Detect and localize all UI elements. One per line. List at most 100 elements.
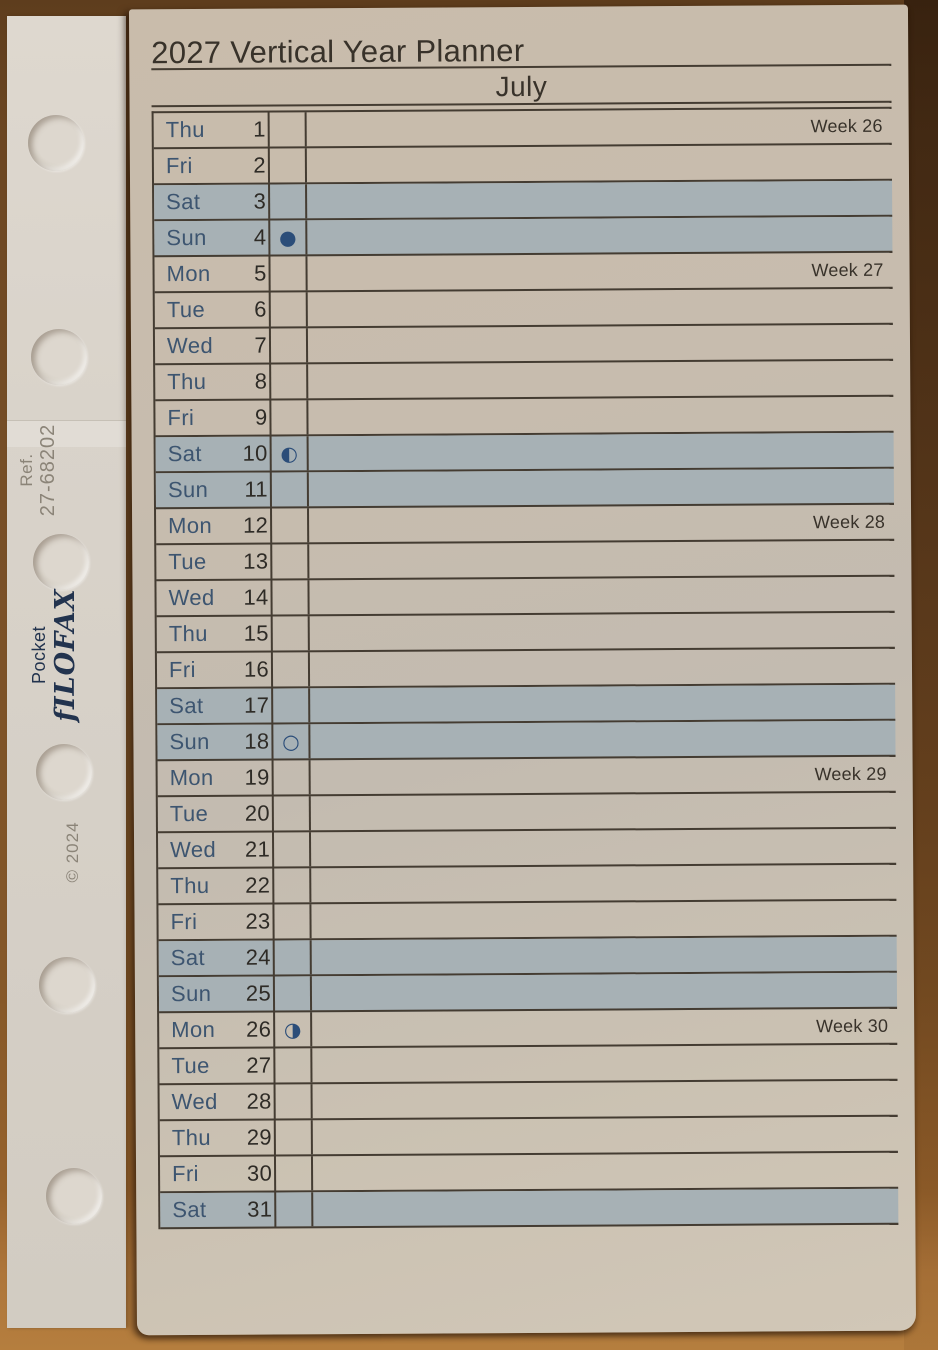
- moon-phase-icon: [268, 184, 306, 219]
- note-cell: [308, 684, 896, 723]
- punch-hole: [39, 957, 95, 1013]
- moon-phase-icon: [273, 1156, 312, 1191]
- note-cell: Week 26: [304, 108, 892, 147]
- note-cell: Week 27: [305, 252, 893, 291]
- day-name: Mon: [168, 512, 213, 539]
- day-number: 16: [243, 656, 270, 682]
- moon-phase-icon: [267, 148, 306, 183]
- day-number: 11: [244, 476, 268, 502]
- planner-row: Mon 12 Week 28: [156, 504, 895, 546]
- planner-row: Tue 13: [156, 540, 895, 582]
- day-number: 24: [245, 944, 271, 970]
- planner-row: Thu 8: [155, 360, 894, 402]
- day-number: 2: [253, 152, 266, 178]
- day-name: Thu: [171, 1124, 212, 1151]
- planner-page: 2027 Vertical Year Planner July Thu 1 We…: [128, 4, 917, 1336]
- moon-phase-icon: ○: [271, 724, 309, 759]
- note-cell: Week 29: [308, 756, 896, 795]
- planner-row: Tue 27: [159, 1044, 898, 1086]
- day-name: Sun: [166, 224, 207, 251]
- day-number: 25: [245, 980, 272, 1006]
- note-cell: [308, 792, 896, 831]
- day-number: 17: [244, 692, 270, 718]
- filofax-logo: fILOFAX: [50, 588, 81, 722]
- note-cell: [309, 900, 897, 939]
- week-number-label: Week 26: [810, 115, 883, 136]
- moon-phase-icon: [269, 364, 307, 399]
- moon-phase-icon: [267, 112, 305, 147]
- day-name: Mon: [169, 764, 214, 791]
- day-number: 5: [253, 260, 267, 286]
- day-number: 22: [245, 872, 271, 898]
- day-number: 9: [254, 404, 268, 430]
- moon-phase-icon: [268, 292, 306, 327]
- day-name: Sun: [167, 476, 209, 503]
- planner-row: Thu 29: [159, 1116, 898, 1158]
- note-cell: Week 28: [307, 504, 895, 543]
- day-name: Tue: [168, 548, 207, 575]
- moon-phase-icon: [268, 256, 306, 291]
- planner-row: Wed 14: [156, 576, 895, 618]
- day-name: Sun: [170, 980, 212, 1007]
- brand-text: Pocket fILOFAX: [29, 565, 129, 745]
- planner-row: Wed 28: [159, 1080, 898, 1122]
- ref-number: 27-68202: [37, 423, 59, 517]
- planner-row: Mon 5 Week 27: [154, 252, 893, 294]
- planner-row: Sun 25: [158, 972, 898, 1014]
- day-number: 10: [242, 440, 268, 466]
- day-number: 4: [253, 224, 267, 250]
- day-number: 27: [246, 1052, 272, 1078]
- moon-phase-icon: ●: [268, 220, 306, 255]
- day-name: Wed: [170, 836, 217, 863]
- day-number: 3: [253, 188, 267, 214]
- moon-phase-icon: [271, 688, 309, 723]
- day-name: Tue: [166, 296, 206, 323]
- week-number-label: Week 30: [816, 1015, 889, 1036]
- planner-row: Fri 16: [156, 648, 896, 690]
- note-cell: [309, 972, 898, 1011]
- planner-table: Thu 1 Week 26 Fri 2 Sat 3 Sun 4 ● Mon 5: [151, 106, 899, 1230]
- moon-phase-icon: [270, 580, 308, 615]
- day-number: 12: [242, 512, 269, 538]
- planner-row: Thu 22: [158, 864, 897, 906]
- planner-row: Sat 17: [157, 684, 896, 726]
- day-name: Mon: [171, 1016, 216, 1043]
- day-number: 28: [246, 1088, 272, 1114]
- week-number-label: Week 27: [811, 259, 884, 280]
- planner-row: Sat 31: [160, 1188, 899, 1230]
- moon-phase-icon: [271, 832, 310, 867]
- week-number-label: Week 28: [812, 511, 886, 532]
- note-cell: Week 30: [310, 1008, 898, 1047]
- planner-row: Fri 2: [153, 144, 893, 186]
- day-name: Sat: [167, 440, 202, 467]
- note-cell: [310, 1116, 898, 1155]
- planner-row: Tue 6: [154, 288, 893, 330]
- planner-row: Mon 26 ◑ Week 30: [159, 1008, 898, 1050]
- punch-hole: [28, 115, 84, 171]
- note-cell: [306, 396, 894, 435]
- day-name: Tue: [169, 800, 209, 827]
- day-name: Sat: [170, 944, 206, 971]
- note-cell: [308, 828, 897, 867]
- note-cell: [305, 324, 894, 363]
- moon-phase-icon: [273, 1084, 311, 1119]
- ref-number-text: Ref. 27-68202: [17, 390, 133, 550]
- moon-phase-icon: [271, 760, 309, 795]
- day-name: Fri: [167, 405, 195, 431]
- punch-hole: [36, 744, 92, 800]
- day-number: 31: [247, 1196, 273, 1222]
- note-cell: [311, 1188, 899, 1227]
- planner-row: Sat 24: [158, 936, 897, 978]
- day-number: 1: [253, 116, 266, 142]
- day-name: Fri: [171, 1160, 200, 1187]
- note-cell: [305, 288, 893, 327]
- note-cell: [308, 720, 896, 759]
- day-number: 30: [246, 1160, 273, 1186]
- moon-phase-icon: ◐: [269, 436, 307, 471]
- day-name: Mon: [166, 260, 211, 287]
- day-name: Sat: [169, 692, 204, 719]
- note-cell: [310, 1152, 899, 1191]
- copyright-text: © 2024: [63, 821, 82, 883]
- planner-row: Thu 1 Week 26: [153, 108, 892, 150]
- month-title: July: [495, 70, 548, 103]
